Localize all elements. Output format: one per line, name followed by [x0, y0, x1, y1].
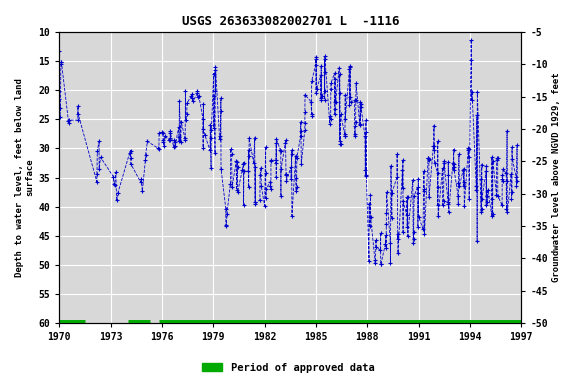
Title: USGS 263633082002701 L  -1116: USGS 263633082002701 L -1116	[181, 15, 399, 28]
Legend: Period of approved data: Period of approved data	[198, 359, 378, 377]
Y-axis label: Groundwater level above NGVD 1929, feet: Groundwater level above NGVD 1929, feet	[552, 73, 561, 282]
Y-axis label: Depth to water level, feet below land
surface: Depth to water level, feet below land su…	[15, 78, 35, 277]
